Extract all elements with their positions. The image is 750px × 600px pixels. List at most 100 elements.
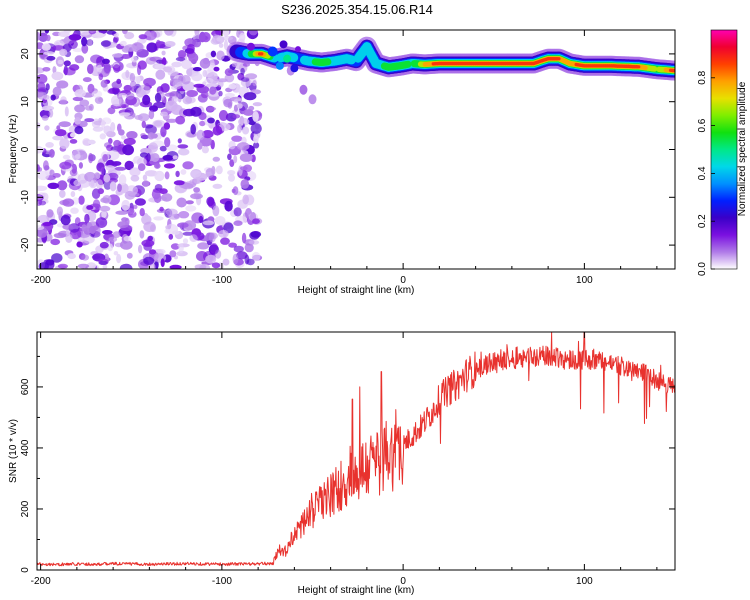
noise-blob [239, 115, 245, 126]
noise-blob [124, 44, 137, 52]
noise-blob [70, 207, 79, 214]
noise-blob [37, 81, 46, 91]
noise-blob [231, 135, 243, 142]
noise-blob [120, 40, 127, 47]
noise-blob [119, 112, 131, 117]
noise-blob [141, 120, 146, 129]
noise-blob [97, 188, 105, 195]
noise-blob [63, 30, 71, 34]
noise-blob [87, 139, 96, 145]
ridge-blob [295, 46, 301, 53]
noise-blob [121, 104, 127, 109]
noise-blob [123, 84, 132, 92]
noise-blob [177, 93, 182, 103]
noise-blob [168, 214, 180, 220]
noise-blob [74, 126, 84, 135]
noise-blob [59, 161, 72, 170]
noise-blob [69, 168, 78, 177]
noise-blob [148, 249, 157, 255]
y-tick-label: 10 [20, 96, 31, 108]
noise-blob [130, 175, 140, 182]
noise-blob [37, 164, 40, 172]
noise-blob [123, 235, 132, 242]
noise-blob [251, 251, 261, 262]
noise-blob [78, 195, 85, 205]
noise-blob [211, 165, 216, 176]
noise-blob [213, 66, 220, 72]
noise-blob [96, 179, 104, 190]
noise-blob [41, 43, 51, 51]
noise-blob [206, 196, 215, 207]
noise-blob [50, 94, 56, 101]
noise-blob [148, 109, 155, 120]
noise-blob [233, 220, 243, 226]
noise-blob [154, 63, 166, 70]
noise-blob [165, 100, 178, 112]
noise-blob [242, 194, 249, 205]
noise-blob [113, 64, 121, 73]
noise-blob [252, 111, 259, 122]
noise-blob [129, 80, 137, 90]
noise-blob [165, 118, 178, 123]
noise-blob [245, 73, 258, 80]
noise-blob [242, 109, 254, 116]
noise-blob [172, 155, 178, 160]
noise-blob [102, 230, 113, 235]
noise-blob [190, 124, 196, 135]
noise-blob [139, 152, 149, 158]
y-tick-label: 600 [20, 378, 31, 395]
noise-blob [142, 94, 151, 106]
noise-blobs [37, 30, 317, 269]
noise-blob [173, 180, 185, 186]
noise-blob [44, 125, 50, 131]
noise-blob [86, 205, 94, 210]
noise-blob [197, 142, 203, 150]
noise-blob [236, 103, 243, 109]
noise-blob [120, 54, 132, 59]
noise-blob [216, 50, 225, 61]
noise-blob [193, 83, 205, 88]
noise-blob [240, 67, 245, 75]
noise-blob [112, 37, 118, 44]
ridge-segment [263, 52, 271, 59]
noise-blob [45, 142, 54, 148]
noise-blob [57, 180, 68, 191]
noise-blob [120, 224, 133, 232]
noise-blob [205, 254, 217, 264]
snr-frame [36, 331, 676, 571]
noise-blob [202, 130, 214, 139]
noise-blob [140, 133, 146, 138]
noise-blob [143, 221, 156, 232]
noise-blob [37, 88, 47, 93]
noise-blob [108, 138, 113, 144]
noise-blob [160, 126, 167, 138]
noise-blob [182, 238, 189, 244]
noise-blob [162, 154, 174, 161]
noise-blob [244, 243, 254, 253]
noise-blob [212, 125, 223, 136]
colorbar-label: Normalized spectral amplitude [737, 81, 748, 216]
noise-blob [190, 193, 203, 200]
noise-blob [86, 262, 96, 269]
noise-blob [136, 76, 141, 84]
noise-blob [116, 253, 122, 264]
noise-blob [146, 42, 158, 53]
noise-blob [92, 199, 101, 210]
noise-blob [78, 162, 83, 169]
noise-blob [37, 91, 48, 100]
colorbar-ticks: 0.0 0.2 0.4 0.6 0.8 [697, 70, 715, 276]
noise-blob [177, 222, 189, 228]
noise-blob [129, 72, 136, 83]
noise-blob [130, 55, 138, 63]
noise-blob [159, 206, 164, 212]
snr-x-axis: -200 -100 0 100 [31, 332, 658, 587]
noise-blob [250, 123, 262, 134]
noise-blob [100, 79, 108, 88]
noise-blob [103, 174, 111, 183]
noise-blob [118, 129, 125, 136]
noise-blob [116, 78, 122, 85]
noise-blob [37, 67, 45, 74]
noise-blob [126, 252, 133, 259]
x-tick-label: -200 [31, 275, 51, 286]
